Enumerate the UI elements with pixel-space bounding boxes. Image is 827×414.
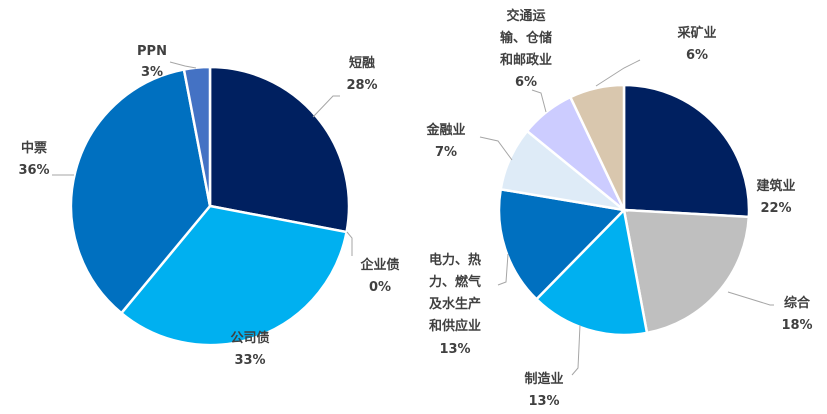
data-label-2-1: 建筑业 22% (756, 178, 795, 216)
pie-chart-1: 短融 28% 企业债 0% 公司债 33% 中票 36% PPN 3% (18, 44, 399, 368)
leader-line-2-5 (479, 136, 513, 161)
leader-line-1-5 (169, 61, 197, 69)
data-label-1-5: PPN 3% (137, 44, 167, 80)
leader-line-2-7 (595, 59, 641, 87)
data-label-1-3: 公司债 33% (230, 330, 269, 368)
pie-slice-1-3 (119, 204, 349, 347)
data-label-1-4: 中票 36% (18, 140, 49, 178)
pie-slice-1-4 (69, 67, 212, 315)
pie-slice-2-3 (534, 207, 649, 337)
pie-slice-1-1 (208, 65, 351, 234)
data-label-2-6: 交通运输、仓储和邮政业 6% (500, 8, 552, 90)
leader-line-1-2 (346, 231, 353, 256)
data-label-2-3: 制造业 13% (524, 371, 563, 409)
pie-slice-2-2 (622, 208, 751, 335)
data-label-2-5: 金融业 7% (425, 122, 465, 160)
leader-line-2-2 (727, 291, 774, 306)
data-label-1-2: 企业债 0% (359, 257, 399, 295)
pie-slice-2-7 (568, 83, 626, 211)
pie-chart-2: 建筑业 22% 综合 18% 制造业 13% 电力、热力、燃气及水生产和供应业 13% 金融业 7… (425, 8, 812, 409)
data-label-2-4: 电力、热力、燃气及水生产和供应业 13% (429, 252, 481, 357)
leader-line-2-3 (571, 324, 581, 376)
leader-line-2-4 (497, 253, 509, 286)
leader-line-1-1 (312, 95, 340, 118)
leader-line-2-6 (531, 89, 547, 113)
pie-slice-2-1 (622, 83, 751, 219)
data-label-1-1: 短融 28% (346, 55, 377, 93)
data-label-2-2: 综合 18% (781, 295, 812, 333)
pie-slice-2-4 (497, 187, 627, 301)
pie-slice-1-5 (182, 65, 212, 207)
data-label-2-7: 采矿业 6% (676, 25, 716, 63)
